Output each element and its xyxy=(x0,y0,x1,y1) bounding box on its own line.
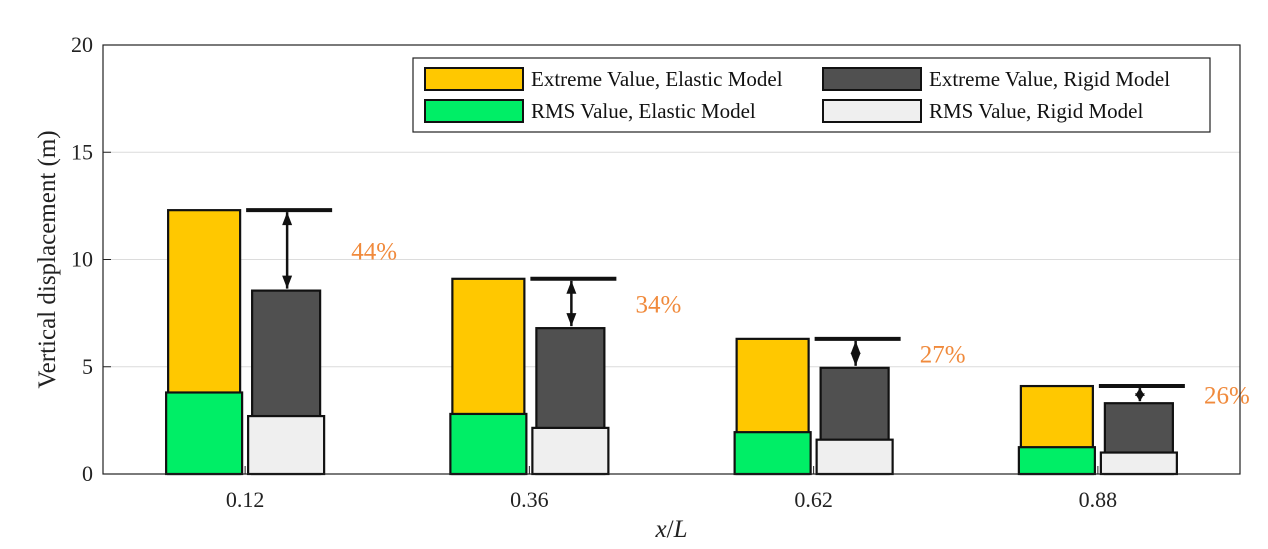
bar xyxy=(1017,446,1096,476)
reduction-label: 44% xyxy=(351,238,397,265)
bars-group xyxy=(165,209,1178,476)
reduction-label: 27% xyxy=(920,341,966,368)
legend: Extreme Value, Elastic Model Extreme Valu… xyxy=(412,57,1211,133)
legend-swatch xyxy=(822,99,922,123)
reduction-label: 34% xyxy=(635,291,681,318)
reduction-arrow-head-down xyxy=(1134,393,1145,402)
y-tick-label: 0 xyxy=(82,461,93,486)
bar xyxy=(733,431,812,476)
x-tick-label: 0.12 xyxy=(226,487,265,512)
y-tick-label: 10 xyxy=(71,247,93,272)
x-axis-title: x/L xyxy=(655,516,688,543)
reduction-arrow-head-up xyxy=(850,340,861,354)
y-tick-label: 15 xyxy=(71,139,93,164)
legend-swatch xyxy=(424,67,524,91)
bar xyxy=(449,412,528,476)
reduction-arrow-head-up xyxy=(566,280,577,294)
x-axis-title-var2: L xyxy=(673,516,688,543)
legend-label: Extreme Value, Elastic Model xyxy=(531,67,783,91)
reduction-arrow-head-down xyxy=(566,313,577,327)
reduction-label: 26% xyxy=(1204,383,1250,410)
x-axis-title-var1: x xyxy=(655,516,667,543)
legend-label: Extreme Value, Rigid Model xyxy=(929,67,1170,91)
legend-swatch xyxy=(822,67,922,91)
reduction-arrow-head-down xyxy=(850,352,861,366)
y-axis-ticks: 0 5 10 15 20 xyxy=(71,32,111,486)
x-axis-ticks: 0.12 0.36 0.62 0.88 xyxy=(226,466,1117,512)
y-tick-label: 5 xyxy=(82,354,93,379)
x-axis-title-slash: / xyxy=(667,516,674,543)
legend-box xyxy=(412,57,1211,133)
bar xyxy=(531,426,610,476)
legend-label: RMS Value, Rigid Model xyxy=(929,99,1143,123)
legend-label: RMS Value, Elastic Model xyxy=(531,99,756,123)
bar xyxy=(247,414,326,476)
bar xyxy=(1099,451,1178,476)
x-tick-label: 0.36 xyxy=(510,487,549,512)
x-tick-label: 0.62 xyxy=(794,487,833,512)
x-tick-label: 0.88 xyxy=(1079,487,1118,512)
y-tick-label: 20 xyxy=(71,32,93,57)
bar xyxy=(815,438,894,476)
reduction-annotations: 44% 34% 27% 26% xyxy=(246,208,1250,410)
legend-swatch xyxy=(424,99,524,123)
y-axis-title: Vertical displacement (m) xyxy=(34,130,61,388)
reduction-arrow-head-down xyxy=(282,275,293,289)
reduction-arrow-head-up xyxy=(282,212,293,226)
bar xyxy=(165,391,244,476)
